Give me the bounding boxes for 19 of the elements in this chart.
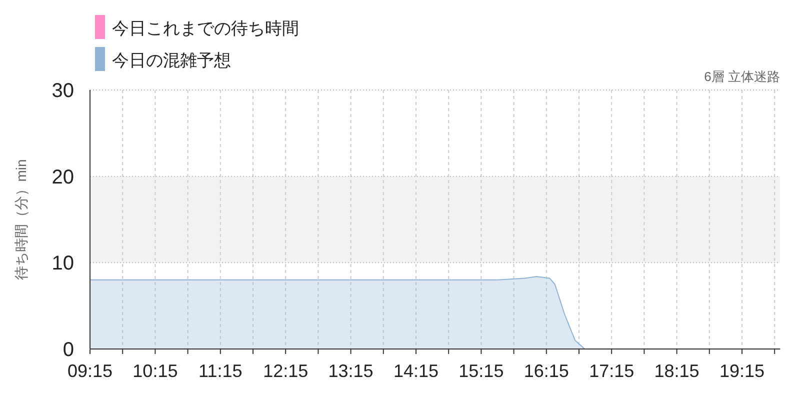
y-tick-label: 10 [52,252,74,275]
x-tick-label: 14:15 [393,361,439,381]
x-tick-label: 11:15 [198,361,242,381]
x-tick-label: 16:15 [524,361,569,381]
x-tick-label: 10:15 [132,361,178,381]
x-tick-label: 12:15 [263,361,308,381]
x-tick-label: 15:15 [458,361,504,381]
legend-label: 今日これまでの待ち時間 [112,19,299,38]
y-tick-label: 30 [52,80,74,102]
x-tick-label: 13:15 [328,361,374,381]
y-axis-title: 待ち時間（分）min [13,159,29,280]
x-tick-label: 18:15 [654,361,700,381]
x-tick-label: 09:15 [67,361,113,381]
chart-subtitle: 6層 立体迷路 [704,69,780,84]
y-tick-label: 0 [62,339,74,361]
legend-label: 今日の混雑予想 [112,51,231,70]
y-tick-label: 20 [52,166,74,188]
x-tick-label: 17:15 [589,361,634,381]
x-tick-label: 19:15 [719,361,765,381]
